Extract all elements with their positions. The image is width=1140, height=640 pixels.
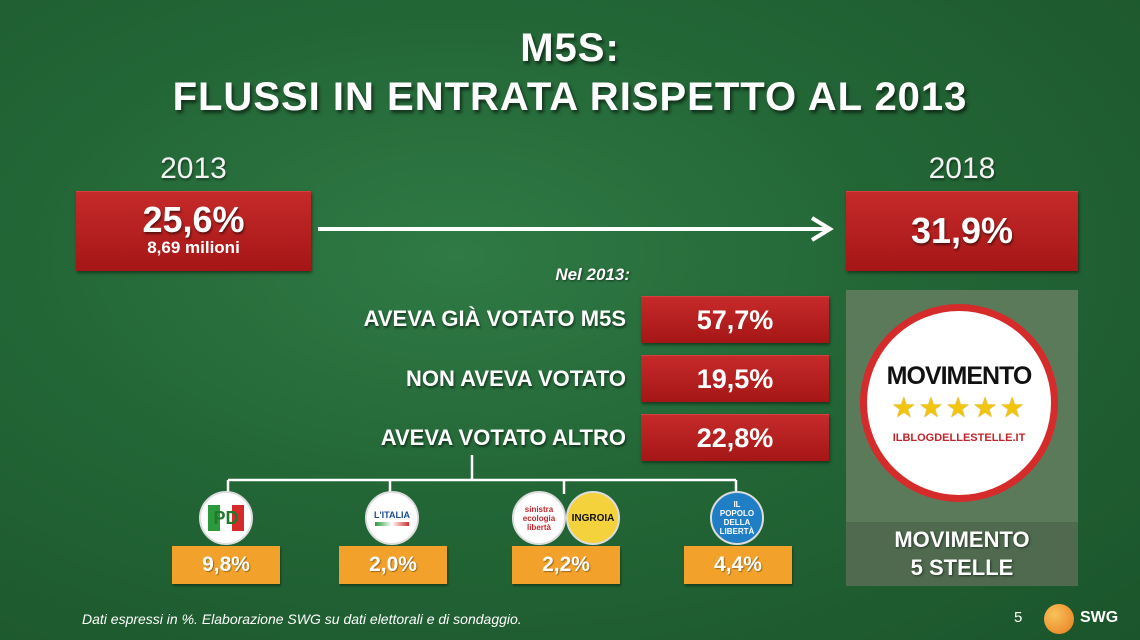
sel-logo-text: sinistra ecologia libertà [522,504,556,532]
scelta-civica-logo-icon: L'ITALIA [365,491,419,545]
m5s-caption-line-1: MOVIMENTO [894,527,1030,552]
row-value-non-votato: 19,5% [641,355,829,402]
row-label-non-votato: NON AVEVA VOTATO [405,366,626,391]
ingroia-logo-icon: INGROIA [566,491,620,545]
sel-logo-icon: sinistra ecologia libertà [512,491,566,545]
m5s-logo-icon: MOVIMENTO ★★★★★ ILBLOGDELLESTELLE.IT [860,304,1058,502]
row-label-m5s: AVEVA GIÀ VOTATO M5S [363,306,626,331]
row-label-altro: AVEVA VOTATO ALTRO [380,425,626,450]
m5s-logo-panel: MOVIMENTO ★★★★★ ILBLOGDELLESTELLE.IT [846,290,1078,522]
arrow-icon [318,216,834,242]
pdl-logo-icon: IL POPOLO DELLA LIBERTÀ [710,491,764,545]
value-2018: 31,9% [910,210,1014,251]
value-box-2018: 31,9% [846,191,1078,271]
pd-logo-icon: PD [199,491,253,545]
m5s-caption-line-2: 5 STELLE [910,555,1014,580]
year-2013: 2013 [160,152,227,185]
ingroia-logo-text: INGROIA [571,512,615,524]
row-value-altro: 22,8% [641,414,829,461]
party-value-pdl: 4,4% [684,546,792,584]
title-line-1: M5S: [520,26,620,70]
m5s-logo-word: MOVIMENTO [886,362,1033,390]
five-stars-icon: ★★★★★ [891,392,1027,423]
m5s-caption: MOVIMENTO 5 STELLE [846,522,1078,586]
party-value-sel-ingroia: 2,2% [512,546,620,584]
nel-2013-label: Nel 2013: [555,265,630,284]
scelta-civica-logo-text: L'ITALIA [374,510,410,520]
row-value-m5s: 57,7% [641,296,829,343]
value-box-2013: 25,6% 8,69 milioni [76,191,311,271]
pd-logo-text: PD [208,505,244,531]
party-value-pd: 9,8% [172,546,280,584]
voters-2013: 8,69 milioni [147,238,240,257]
m5s-logo-url: ILBLOGDELLESTELLE.IT [892,432,1026,444]
page-number: 5 [1014,609,1023,626]
title-line-2: FLUSSI IN ENTRATA RISPETTO AL 2013 [172,75,968,119]
value-2013: 25,6% [142,199,245,240]
pdl-logo-text: IL POPOLO DELLA LIBERTÀ [719,500,755,536]
swg-logo-icon [1044,604,1074,634]
year-2018: 2018 [928,152,996,185]
party-value-scelta-civica: 2,0% [339,546,447,584]
brand-name: SWG [1080,609,1119,626]
footer-note: Dati espressi in %. Elaborazione SWG su … [82,611,522,627]
